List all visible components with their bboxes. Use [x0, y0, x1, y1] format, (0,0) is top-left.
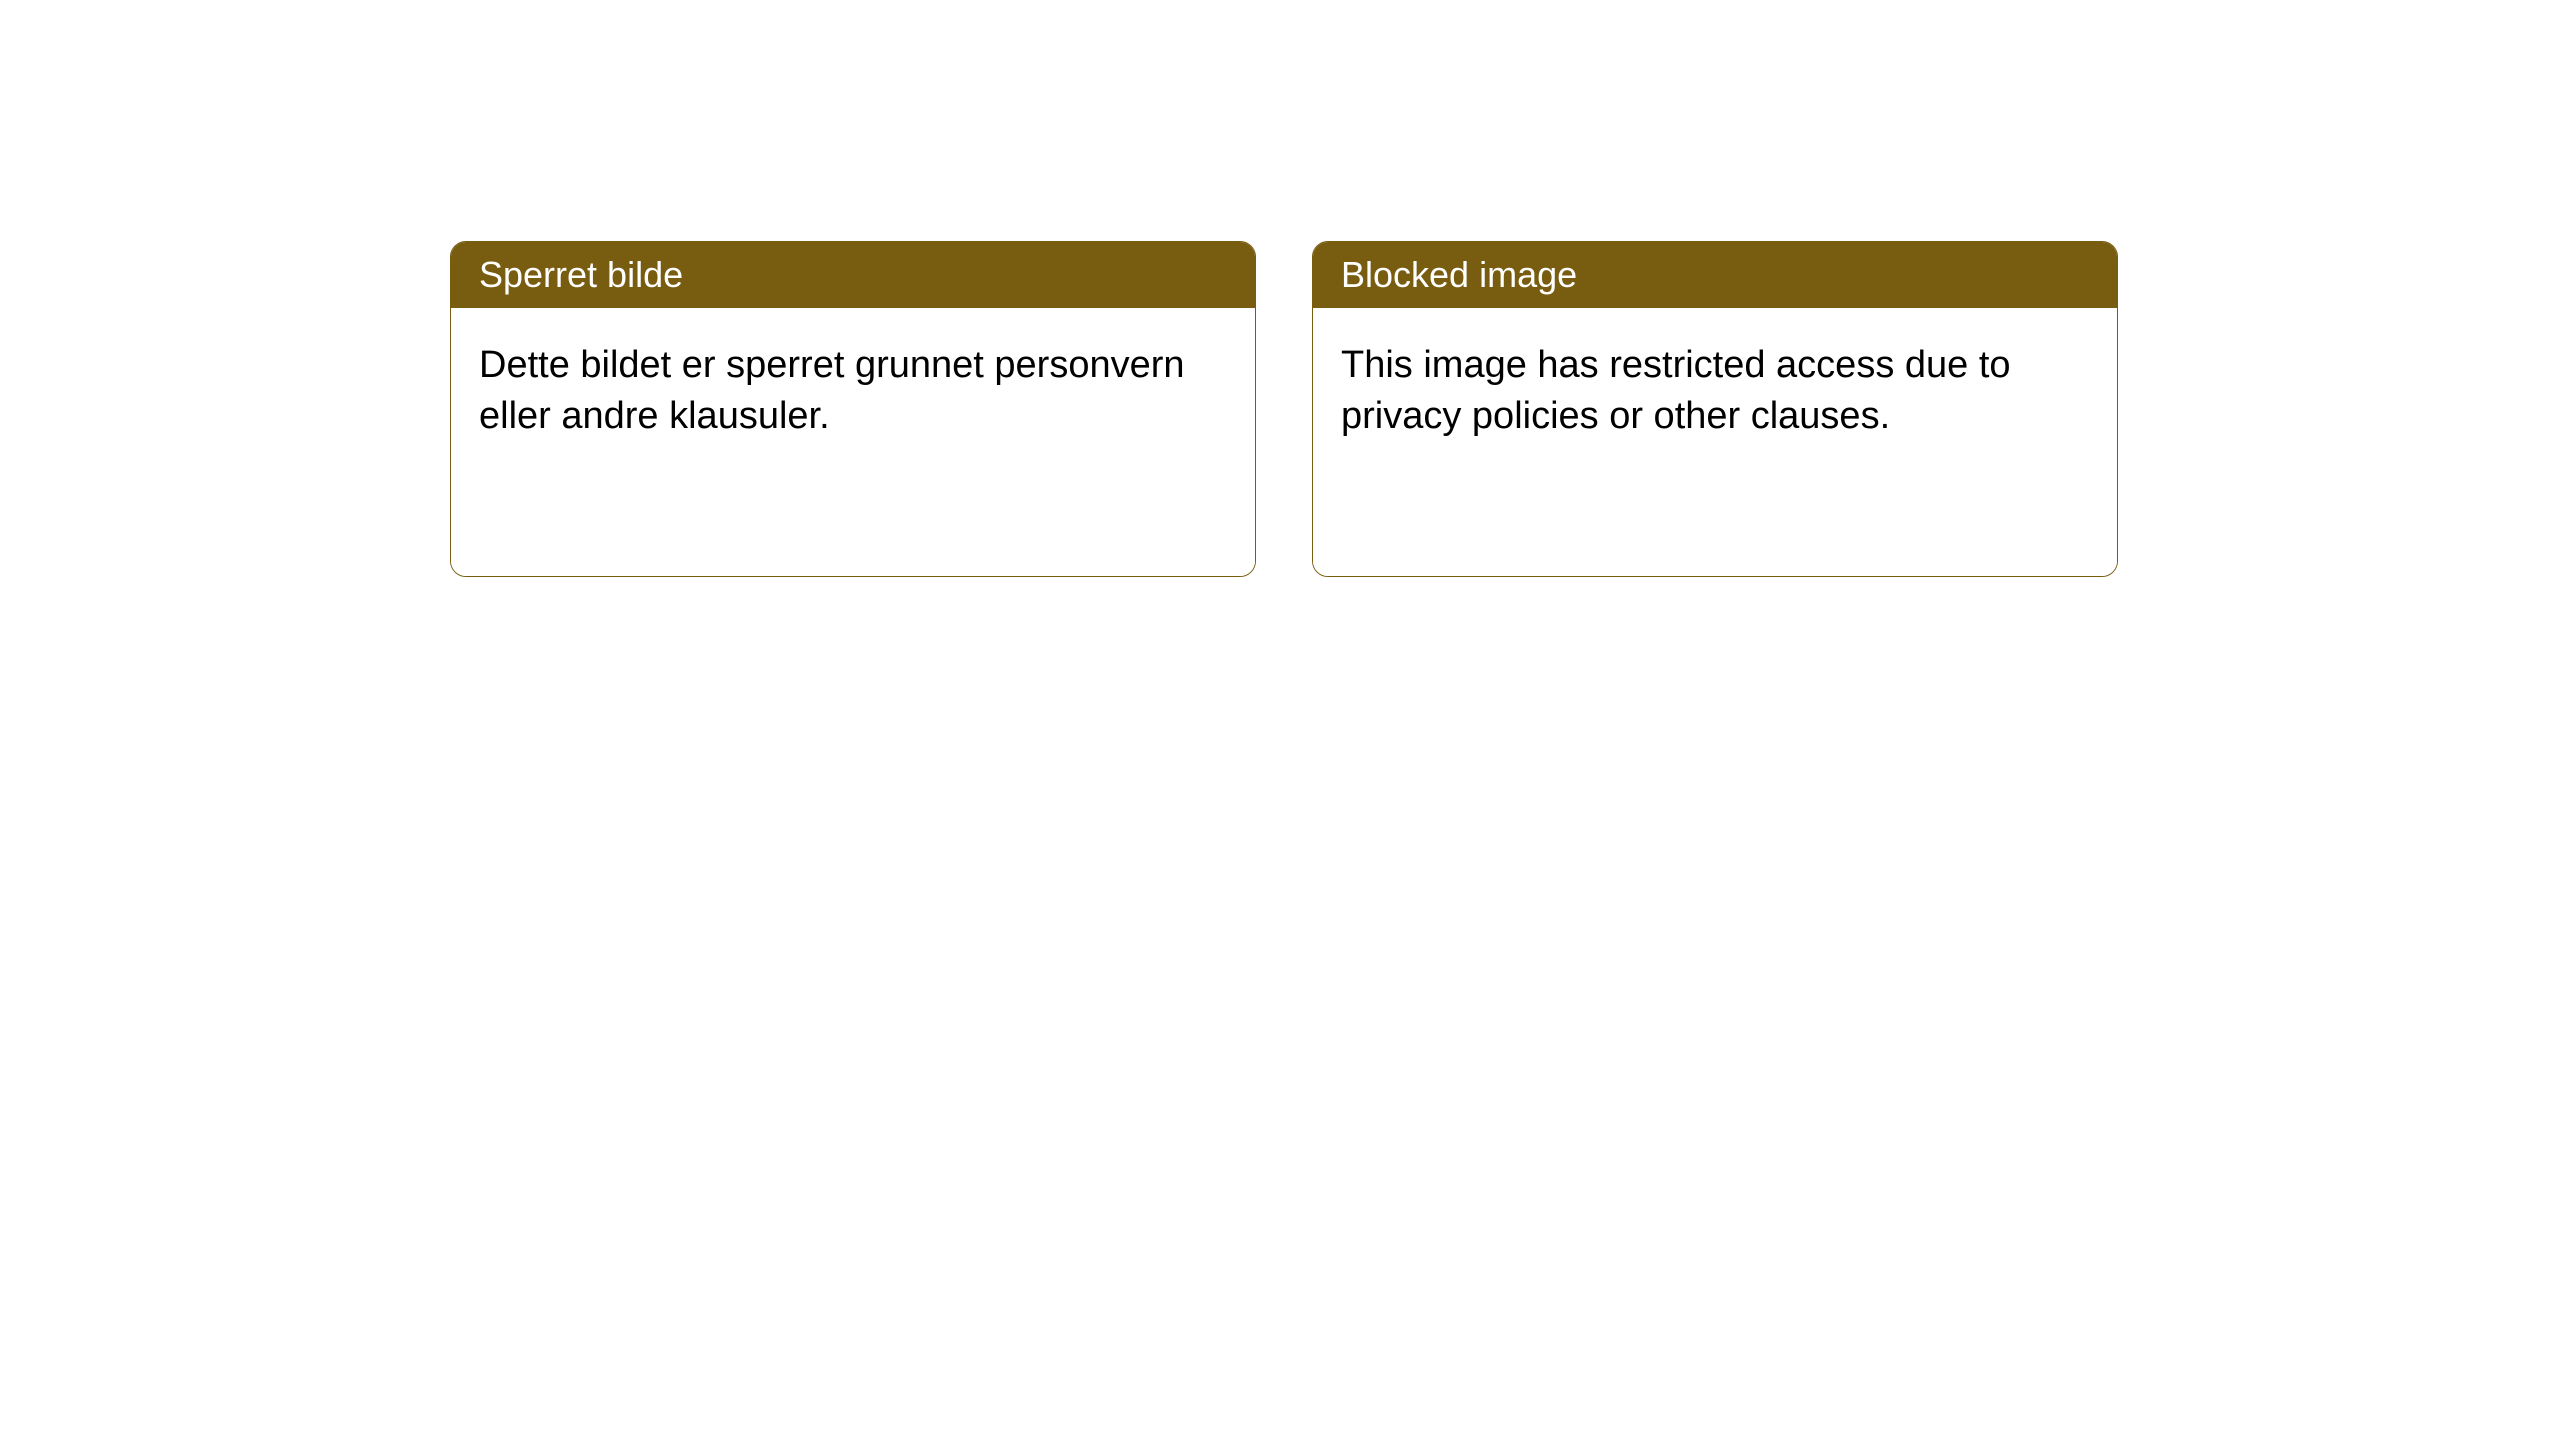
notice-body: This image has restricted access due to … [1313, 308, 2117, 576]
notice-message: This image has restricted access due to … [1341, 344, 2011, 437]
notice-title: Blocked image [1341, 254, 1577, 295]
notice-header: Sperret bilde [451, 242, 1255, 308]
notice-body: Dette bildet er sperret grunnet personve… [451, 308, 1255, 576]
notice-container: Sperret bilde Dette bildet er sperret gr… [450, 241, 2118, 577]
notice-title: Sperret bilde [479, 254, 683, 295]
notice-card-english: Blocked image This image has restricted … [1312, 241, 2118, 577]
notice-header: Blocked image [1313, 242, 2117, 308]
notice-card-norwegian: Sperret bilde Dette bildet er sperret gr… [450, 241, 1256, 577]
notice-message: Dette bildet er sperret grunnet personve… [479, 344, 1185, 437]
